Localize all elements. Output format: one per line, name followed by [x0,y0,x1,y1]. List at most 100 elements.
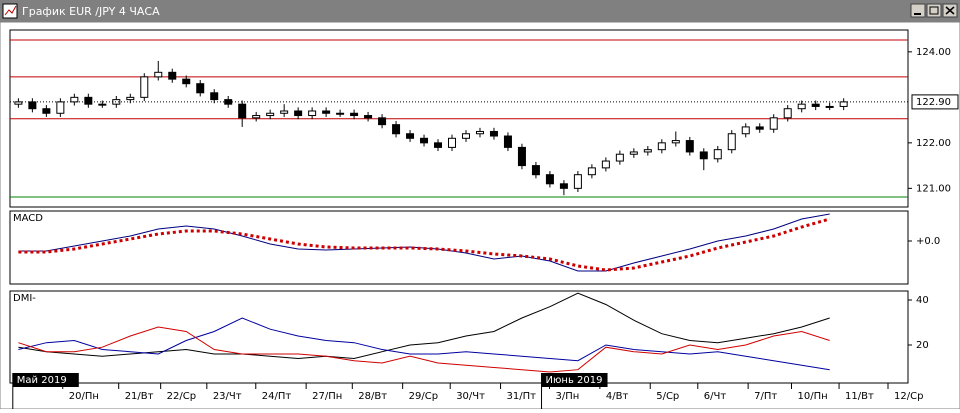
candle-body [699,151,708,160]
candle-body [14,101,23,105]
candle-body [531,165,540,176]
candle-body [517,146,526,167]
window-title: График EUR /JPY 4 ЧАСА [22,5,160,18]
candle-body [182,78,191,85]
panel-title: MACD [13,213,43,224]
maximize-glyph [929,6,939,15]
indicator-line [18,217,831,272]
candle-body [364,115,373,119]
maximize-button[interactable] [926,3,942,18]
candle-body [727,133,736,151]
x-tick-label: 6/Чт [704,391,727,402]
y-tick-label: 124.00 [916,47,951,58]
candle-body [657,142,666,151]
x-tick-label: 29/Ср [409,391,438,402]
candle-body [503,135,512,148]
candle-body [489,130,498,137]
candle-body [28,101,37,110]
window-icon-glyph [4,5,17,16]
candle-body [545,174,554,185]
candle-body [685,140,694,153]
y-tick-label: +0.0 [916,236,940,247]
candle-body [308,110,317,117]
candle-body [559,183,568,189]
candle-body [420,137,429,144]
candle-body [224,99,233,105]
y-tick-label: 20 [916,340,929,351]
panel-frame [9,290,909,384]
candle-body [434,142,443,148]
candle-body [210,92,219,101]
candle-body [350,112,359,117]
candle-body [294,110,303,117]
x-tick-label: 3/Пн [556,391,580,402]
candle-body [671,140,680,144]
month-label-box [12,373,79,387]
month-label: Июнь 2019 [546,375,603,386]
x-tick-label: 21/Вт [125,391,154,402]
candle-body [643,149,652,153]
candle-body [741,126,750,135]
panel-title: DMI- [13,293,36,304]
x-tick-label: 4/Вт [606,391,629,402]
x-tick-label: 28/Вт [358,391,387,402]
x-tick-label: 5/Ср [656,391,679,402]
candle-body [392,124,401,135]
x-tick-label: 24/Пт [262,391,292,402]
candle-body [811,103,820,107]
candle-body [378,117,387,126]
candle-body [769,117,778,130]
title-bar [0,0,960,22]
candle-body [713,149,722,160]
panel-frame [9,210,909,285]
candle-body [825,105,834,108]
candle-body [601,160,610,169]
candle-body [461,133,470,139]
candle-body [42,108,51,114]
x-tick-label: 11/Вт [845,391,874,402]
last-price-box [911,94,959,110]
candle-body [98,103,107,106]
x-tick-label: 30/Чт [456,391,485,402]
candle-body [839,101,848,107]
candle-body [629,151,638,155]
candle-body [448,137,457,148]
x-tick-label: 31/Пт [507,391,537,402]
candle-body [406,133,415,139]
candle-body [238,103,247,119]
y-tick-label: 122.00 [916,138,951,149]
candle-body [252,115,261,119]
candle-body [56,101,65,114]
candle-body [322,110,331,114]
candle-body [336,112,345,115]
candle-body [70,96,79,103]
candle-body [140,76,149,98]
x-tick-label: 12/Ср [894,391,923,402]
x-tick-label: 7/Пт [754,391,777,402]
candle-body [196,83,205,94]
x-tick-label: 22/Ср [167,391,196,402]
indicator-line [18,326,830,373]
window-controls[interactable] [910,3,958,18]
indicator-line [18,317,830,371]
candle-body [475,130,484,135]
x-tick-label: 20/Пн [69,391,99,402]
x-tick-label: 10/Пн [797,391,827,402]
y-tick-label: 40 [916,295,929,306]
candle-body [84,96,93,105]
candle-body [783,108,792,119]
candle-body [266,112,275,117]
candle-body [126,96,135,101]
x-tick-label: 27/Пн [312,391,342,402]
y-tick-label: 121.00 [916,183,951,194]
minimize-button[interactable] [910,3,926,18]
candle-body [615,153,624,162]
candle-body [168,71,177,80]
candle-body [280,110,289,114]
candle-body [573,174,582,189]
last-price-label: 122.90 [916,97,951,108]
month-label-box [541,373,608,387]
candle-body [154,71,163,78]
